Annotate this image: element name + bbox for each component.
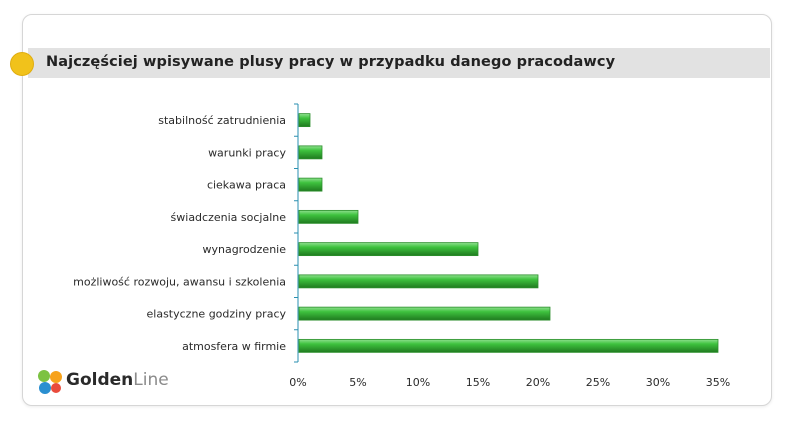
chart-title: Najczęściej wpisywane plusy pracy w przy… [46,54,616,70]
title-bar [28,48,770,78]
category-label: elastyczne godziny pracy [147,308,287,321]
x-tick-label: 0% [289,376,306,389]
x-tick-label: 20% [526,376,550,389]
category-label: warunki pracy [208,146,286,159]
category-label: wynagrodzenie [202,243,286,256]
category-label: świadczenia socjalne [171,211,287,224]
logo-text-line: Line [133,370,169,390]
x-tick-label: 10% [406,376,430,389]
bar [298,209,359,224]
x-tick-label: 15% [466,376,490,389]
x-tick-label: 35% [706,376,730,389]
logo-text-golden: Golden [66,370,134,390]
bar [298,306,551,321]
title-bullet-icon [10,52,34,76]
category-label: atmosfera w firmie [182,340,286,353]
category-label: ciekawa praca [207,179,286,192]
bar [298,274,539,289]
category-label: możliwość rozwoju, awansu i szkolenia [73,275,286,288]
x-tick-label: 5% [349,376,366,389]
x-tick-label: 25% [586,376,610,389]
bar [298,145,323,160]
bar [298,113,311,128]
bar [298,338,719,353]
category-label: stabilność zatrudnienia [158,114,286,127]
x-tick-label: 30% [646,376,670,389]
bar [298,177,323,192]
goldenline-logo: GoldenLine [36,366,196,396]
goldenline-logo-icon [38,370,62,394]
bar [298,242,479,257]
